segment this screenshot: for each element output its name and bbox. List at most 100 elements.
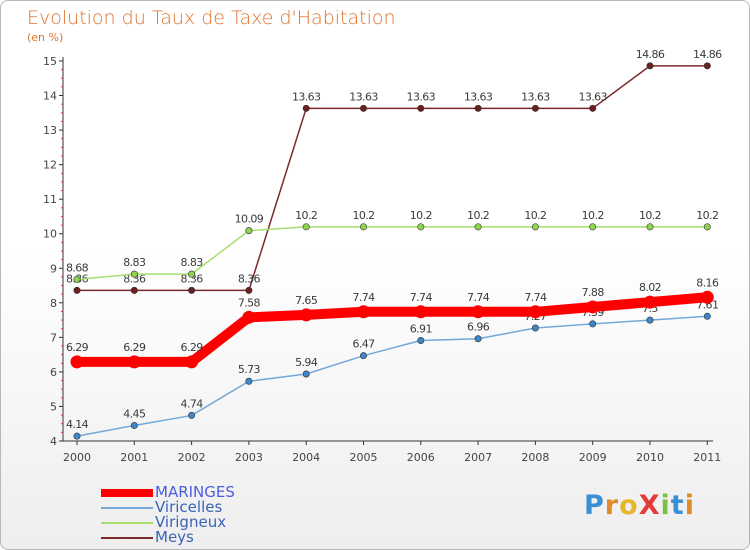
data-point bbox=[700, 290, 714, 304]
y-tick-label: 9 bbox=[50, 262, 57, 275]
x-tick-label: 2002 bbox=[178, 451, 206, 464]
data-point bbox=[417, 223, 425, 231]
data-label: 10.2 bbox=[696, 209, 718, 222]
data-point bbox=[646, 316, 654, 324]
data-label: 7.58 bbox=[238, 296, 261, 309]
data-point bbox=[643, 295, 657, 309]
data-point bbox=[188, 286, 196, 294]
data-point bbox=[589, 320, 597, 328]
y-tick-label: 6 bbox=[50, 366, 57, 379]
legend-label: Viricelles bbox=[155, 498, 223, 516]
data-point bbox=[73, 432, 81, 440]
data-point bbox=[528, 305, 542, 319]
data-label: 8.68 bbox=[66, 261, 89, 274]
series-line-maringes bbox=[72, 292, 713, 367]
y-tick-label: 4 bbox=[50, 435, 57, 448]
logo-letter: r bbox=[604, 490, 620, 521]
data-label: 13.63 bbox=[464, 90, 493, 103]
chart-title: Evolution du Taux de Taxe d'Habitation bbox=[27, 7, 396, 29]
data-point bbox=[185, 355, 199, 369]
data-label: 6.47 bbox=[352, 338, 375, 351]
data-point bbox=[70, 355, 84, 369]
data-label: 10.09 bbox=[235, 213, 264, 226]
y-tick-label: 13 bbox=[43, 124, 57, 137]
logo-letter: o bbox=[619, 490, 639, 521]
x-tick-label: 2007 bbox=[464, 451, 492, 464]
data-point bbox=[302, 223, 310, 231]
data-point bbox=[245, 227, 253, 235]
series-line-viricelles bbox=[76, 315, 709, 437]
data-label: 7.74 bbox=[467, 291, 490, 304]
y-tick-label: 10 bbox=[43, 228, 57, 241]
data-point bbox=[471, 305, 485, 319]
data-point bbox=[531, 324, 539, 332]
series-line-virigneux bbox=[76, 226, 709, 281]
data-point bbox=[589, 104, 597, 112]
data-label: 10.2 bbox=[639, 209, 661, 222]
data-label: 14.86 bbox=[636, 48, 665, 61]
data-point bbox=[302, 104, 310, 112]
data-label: 6.29 bbox=[181, 341, 204, 354]
data-label: 4.45 bbox=[123, 407, 146, 420]
data-label: 10.2 bbox=[295, 209, 317, 222]
data-label: 7.74 bbox=[352, 291, 375, 304]
data-label: 6.29 bbox=[66, 341, 89, 354]
data-point bbox=[531, 104, 539, 112]
data-label: 6.29 bbox=[123, 341, 146, 354]
data-label: 13.63 bbox=[349, 90, 378, 103]
data-point bbox=[474, 104, 482, 112]
data-label: 8.83 bbox=[181, 256, 204, 269]
y-tick-label: 15 bbox=[43, 55, 57, 68]
data-label: 13.63 bbox=[578, 90, 607, 103]
data-label: 10.2 bbox=[467, 209, 489, 222]
x-tick-label: 2006 bbox=[407, 451, 435, 464]
data-point bbox=[414, 305, 428, 319]
data-label: 10.2 bbox=[352, 209, 374, 222]
data-point bbox=[586, 300, 600, 314]
x-tick-label: 2001 bbox=[120, 451, 148, 464]
data-point bbox=[359, 104, 367, 112]
data-point bbox=[359, 352, 367, 360]
data-label: 7.65 bbox=[295, 294, 318, 307]
x-tick-label: 2008 bbox=[521, 451, 549, 464]
data-label: 10.2 bbox=[410, 209, 432, 222]
proxiti-logo: ProXiti bbox=[584, 490, 695, 521]
logo-letter: i bbox=[660, 490, 671, 521]
data-point bbox=[589, 223, 597, 231]
legend-swatch bbox=[101, 488, 153, 497]
data-label: 7.88 bbox=[582, 286, 605, 299]
data-label: 5.73 bbox=[238, 363, 261, 376]
y-tick-label: 14 bbox=[43, 90, 57, 103]
data-label: 8.36 bbox=[238, 272, 261, 285]
data-point bbox=[242, 310, 256, 324]
data-label: 8.16 bbox=[696, 276, 719, 289]
data-point bbox=[245, 286, 253, 294]
chart-subtitle: (en %) bbox=[27, 31, 64, 44]
y-tick-label: 11 bbox=[43, 193, 57, 206]
data-point bbox=[130, 270, 138, 278]
logo-letter: t bbox=[670, 490, 685, 521]
data-label: 7.74 bbox=[524, 291, 547, 304]
data-point bbox=[703, 223, 711, 231]
legend-item-meys: Meys bbox=[101, 530, 235, 545]
logo-letter: P bbox=[584, 490, 605, 521]
legend-swatch bbox=[101, 506, 153, 509]
data-point bbox=[703, 312, 711, 320]
data-label: 5.94 bbox=[295, 356, 318, 369]
legend-label: MARINGES bbox=[155, 483, 235, 501]
data-label: 13.63 bbox=[521, 90, 550, 103]
legend-item-virigneux: Virigneux bbox=[101, 515, 235, 530]
data-point bbox=[188, 270, 196, 278]
x-tick-label: 2003 bbox=[235, 451, 263, 464]
data-label: 10.2 bbox=[524, 209, 546, 222]
data-label: 7.74 bbox=[410, 291, 433, 304]
data-point bbox=[703, 62, 711, 70]
x-tick-label: 2005 bbox=[350, 451, 378, 464]
data-label: 8.83 bbox=[123, 256, 146, 269]
x-tick-label: 2000 bbox=[63, 451, 91, 464]
legend-swatch bbox=[101, 521, 153, 524]
data-point bbox=[357, 305, 370, 319]
logo-letter: i bbox=[684, 490, 695, 521]
y-tick-label: 5 bbox=[50, 400, 57, 413]
